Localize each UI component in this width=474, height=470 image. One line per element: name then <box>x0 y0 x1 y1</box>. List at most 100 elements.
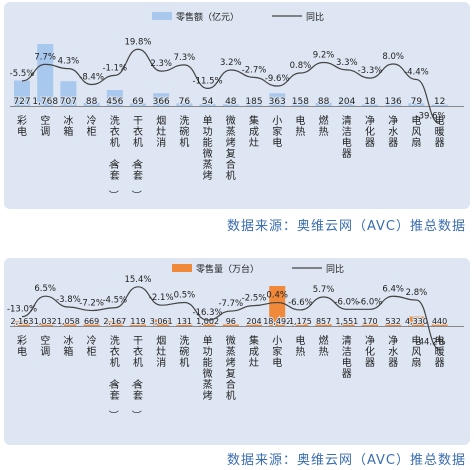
value-label: 456 <box>106 97 123 107</box>
bar <box>106 321 123 326</box>
category-char: 烟 <box>156 114 166 127</box>
yoy-label: 2.8% <box>406 288 428 298</box>
category-char: 烤 <box>203 169 213 182</box>
bar <box>83 102 100 106</box>
yoy-label: 5.7% <box>313 285 335 295</box>
category-char: 干 <box>133 116 143 127</box>
category-label: 微蒸烤复合机 <box>226 334 236 402</box>
yoy-label: 7.3% <box>174 53 196 63</box>
category-char: 机 <box>226 169 236 182</box>
category-char: 合 <box>226 378 236 391</box>
category-char: ） <box>107 410 119 420</box>
category-char: 器 <box>435 137 445 149</box>
value-label: 363 <box>269 97 286 107</box>
category-char: 柜 <box>87 345 97 358</box>
category-label: 洗碗机 <box>179 115 189 149</box>
category-char: 烤 <box>226 136 236 149</box>
value-label: 707 <box>60 97 77 107</box>
category-char: 衣 <box>133 125 143 138</box>
category-label: 电暖器 <box>435 114 445 149</box>
yoy-label: 19.8% <box>124 37 151 47</box>
value-label: 532 <box>386 317 401 326</box>
yoy-label: 2.3% <box>150 59 172 69</box>
category-char: 微 <box>203 367 213 380</box>
category-label: 电热 <box>295 114 305 138</box>
category-char: 碗 <box>179 345 189 358</box>
yoy-label: 15.4% <box>124 275 151 285</box>
category-char: 衣 <box>110 345 120 358</box>
category-char: 含 <box>133 378 143 391</box>
category-label: 冷柜 <box>87 334 97 358</box>
category-char: 套 <box>110 389 120 402</box>
yoy-label: 0.5% <box>174 290 196 300</box>
yoy-label: 4.3% <box>58 57 80 67</box>
yoy-label: -1.1% <box>102 63 127 73</box>
bar <box>362 104 378 106</box>
category-label: 彩电 <box>17 115 27 138</box>
category-char: 灶 <box>156 125 166 138</box>
category-char: 微 <box>226 334 236 347</box>
category-char: 冷 <box>87 114 97 127</box>
value-label: 119 <box>130 317 145 326</box>
category-char: 扇 <box>411 356 421 369</box>
legend-line-label: 同比 <box>306 11 324 23</box>
category-char: 灶 <box>156 345 166 358</box>
bar <box>269 286 286 326</box>
category-char: 热 <box>319 345 329 358</box>
category-char: 干 <box>133 336 143 347</box>
yoy-label: 3.2% <box>220 58 242 68</box>
retail-sales-chart-panel: 零售额（亿元） 同比 727 1,768 707 88 456 69 366 76 54 48 185 3… <box>4 2 470 209</box>
yoy-label: -4.4% <box>404 68 429 78</box>
category-char: 箱 <box>63 125 73 138</box>
category-label: 干衣机 （含套 ） <box>130 336 143 420</box>
value-label: 204 <box>246 317 261 326</box>
category-char: 含 <box>110 378 120 391</box>
category-char: 电 <box>17 345 27 358</box>
category-char: 衣 <box>110 125 120 138</box>
bar <box>130 103 146 106</box>
yoy-label: -7.2% <box>79 299 104 309</box>
category-char: 清 <box>342 334 352 347</box>
yoy-label: -2.1% <box>149 293 174 303</box>
category-char: 器 <box>342 148 352 160</box>
legend-bar-swatch <box>152 12 172 20</box>
value-label: 1,032 <box>34 317 57 326</box>
yoy-label: 8.0% <box>382 52 404 62</box>
category-char: 合 <box>226 158 236 171</box>
bar <box>385 101 402 106</box>
category-char: 机 <box>110 136 120 149</box>
category-char: 风 <box>411 126 421 138</box>
category-char: 小 <box>272 115 282 127</box>
yoy-label: 3.3% <box>336 58 358 68</box>
category-char: 能 <box>203 356 213 369</box>
category-char: （ <box>107 377 119 387</box>
category-char: 电 <box>295 114 305 127</box>
legend-bar-swatch <box>172 264 192 272</box>
category-char: 水 <box>388 126 398 138</box>
yoy-label: -6.0% <box>334 297 359 307</box>
category-char: 套 <box>133 389 143 402</box>
category-char: 蒸 <box>226 346 236 358</box>
value-label: 2,167 <box>103 317 126 326</box>
category-label: 清洁电器 <box>342 334 352 380</box>
value-label: 1,002 <box>196 317 219 326</box>
category-char: 器 <box>342 368 352 380</box>
value-label: 204 <box>338 97 355 107</box>
retail-sales-chart: 零售额（亿元） 同比 727 1,768 707 88 456 69 366 76 54 48 185 3… <box>10 11 464 200</box>
category-char: 机 <box>179 136 189 149</box>
category-char: 能 <box>203 136 213 149</box>
category-label: 洗碗机 <box>179 335 189 369</box>
category-label: 燃热 <box>319 114 329 138</box>
category-char: 含 <box>133 158 143 171</box>
category-char: 成 <box>249 126 259 138</box>
legend-line-label: 同比 <box>326 263 344 275</box>
category-char: 热 <box>295 125 305 138</box>
category-char: 热 <box>295 345 305 358</box>
category-char: 家 <box>272 125 282 138</box>
category-char: 空 <box>40 114 50 127</box>
bar <box>338 322 355 326</box>
bar <box>83 324 100 326</box>
category-char: 器 <box>365 357 375 369</box>
category-char: 含 <box>110 158 120 171</box>
category-char: 单 <box>203 335 213 347</box>
